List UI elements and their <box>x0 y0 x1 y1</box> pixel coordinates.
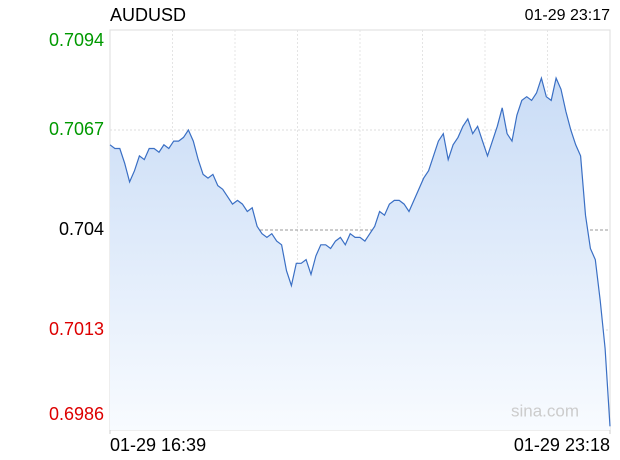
y-tick-label: 0.6986 <box>49 404 104 424</box>
timestamp: 01-29 23:17 <box>525 7 611 24</box>
y-tick-label: 0.7094 <box>49 30 104 50</box>
x-tick-label: 01-29 16:39 <box>110 435 206 455</box>
watermark: sina.com <box>511 401 579 420</box>
x-tick-label: 01-29 23:18 <box>514 435 610 455</box>
chart-title: AUDUSD <box>110 5 186 25</box>
y-tick-label: 0.7013 <box>49 319 104 339</box>
y-tick-label: 0.704 <box>59 219 104 239</box>
line <box>109 75 611 427</box>
y-tick-label: 0.7067 <box>49 119 104 139</box>
area <box>110 78 610 430</box>
